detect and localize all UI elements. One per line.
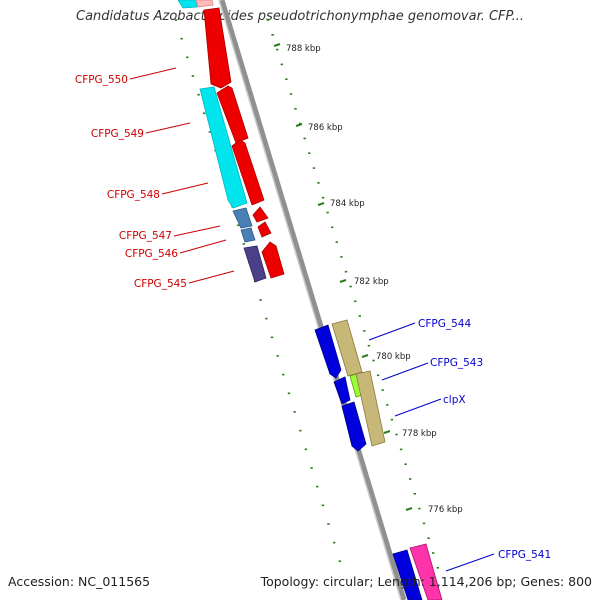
gene-pink-top[interactable] [195,0,214,8]
scale-label-782: 782 kbp [354,277,389,287]
scale-label-788: 788 kbp [286,44,321,54]
right-dot-guide [266,19,439,569]
scale-tick-784 [317,202,325,206]
leader-CFPG_548 [161,182,209,195]
gene-red-548[interactable] [231,139,265,206]
gene-blue-541[interactable] [392,549,423,600]
leader-CFPG_549 [145,122,191,134]
leader-CFPG_547 [173,225,221,237]
scale-label-778: 778 kbp [402,429,437,439]
label-CFPG_549[interactable]: CFPG_549 [91,128,144,140]
genome-summary-text: Topology: circular; Length: 1,114,206 bp… [260,574,592,589]
label-CFPG_543[interactable]: CFPG_543 [430,357,483,369]
leader-CFPG_546 [179,239,227,254]
gene-blue-543[interactable] [333,376,351,405]
leader-CFPG_545 [188,270,235,284]
accession-text: Accession: NC_011565 [8,574,151,589]
gene-purple-545[interactable] [243,245,267,283]
label-clpX[interactable]: clpX [443,394,466,406]
scale-label-776: 776 kbp [428,505,463,515]
scale-tick-782 [339,279,347,283]
leader-lines [129,67,495,572]
leader-CFPG_544 [368,322,416,341]
gene-blue-clpX[interactable] [341,401,367,452]
gene-red-549[interactable] [216,85,249,144]
genome-backbone [219,0,407,600]
gene-cyan-1[interactable] [177,0,198,9]
gene-khaki-544[interactable] [331,319,363,377]
gene-steel-547[interactable] [232,207,253,229]
scale-labels: 788 kbp 786 kbp 784 kbp 782 kbp 780 kbp … [273,43,463,515]
gene-red-547[interactable] [252,206,269,223]
scale-tick-778 [383,430,391,434]
label-CFPG_546[interactable]: CFPG_546 [125,248,178,260]
left-dot-guide [174,19,341,563]
label-CFPG_545[interactable]: CFPG_545 [134,278,187,290]
leader-CFPG_550 [129,67,177,80]
map-title: Candidatus Azobacteroides pseudotrichony… [76,9,524,24]
label-CFPG_550[interactable]: CFPG_550 [75,74,128,86]
label-CFPG_547[interactable]: CFPG_547 [119,230,172,242]
gene-khaki-clpX[interactable] [355,370,386,447]
gene-red-546[interactable] [257,221,272,238]
gene-group-upper [177,0,285,283]
right-labels: CFPG_544 CFPG_543 clpX CFPG_541 [418,318,551,561]
label-CFPG_544[interactable]: CFPG_544 [418,318,471,330]
scale-tick-780 [361,354,369,358]
gene-group-lower [314,319,443,600]
left-labels: CFPG_550 CFPG_549 CFPG_548 CFPG_547 CFPG… [75,74,187,290]
label-CFPG_548[interactable]: CFPG_548 [107,189,160,201]
gene-red-545[interactable] [261,241,285,279]
scale-tick-776 [405,507,413,511]
gene-red-550[interactable] [203,7,232,89]
leader-clpX [394,398,442,417]
gene-pink-541[interactable] [409,543,443,600]
scale-label-780: 780 kbp [376,352,411,362]
gene-cyan-549[interactable] [199,86,248,209]
leader-CFPG_543 [381,362,429,381]
scale-tick-788 [273,43,281,47]
genome-backbone-highlight [218,0,402,600]
scale-label-784: 784 kbp [330,199,365,209]
gene-steel-546[interactable] [240,227,256,243]
scale-label-786: 786 kbp [308,123,343,133]
gene-blue-544[interactable] [314,324,342,379]
label-CFPG_541[interactable]: CFPG_541 [498,549,551,561]
leader-CFPG_541 [445,553,495,572]
scale-tick-786 [295,123,303,127]
